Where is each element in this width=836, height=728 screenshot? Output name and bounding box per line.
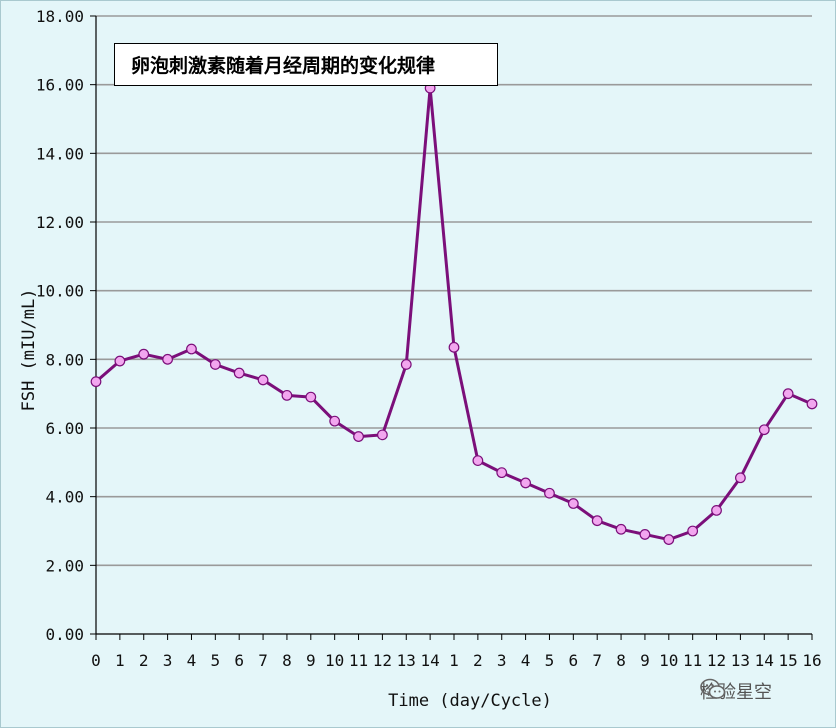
data-point [663,534,675,545]
y-tick-label: 12.00 [36,213,84,232]
data-point [591,515,603,527]
data-point [233,367,245,379]
x-tick-label: 4 [187,651,197,670]
data-point [687,525,699,537]
x-tick-label: 3 [163,651,173,670]
x-tick-label: 5 [545,651,555,670]
x-tick-label: 2 [473,651,483,670]
data-point [281,389,293,401]
x-tick-labels: 0 1 2 3 4 5 6 7 8 9 10 11 12 13 14 1 2 3 4 5 6 7 8 9 10 11 12 13 14 1… [91,651,821,670]
data-point [758,424,770,436]
data-point [544,487,555,499]
x-tick-label: 2 [139,651,149,670]
y-tick-label: 6.00 [45,419,84,438]
data-point [615,523,627,535]
x-tick-label: 14 [755,651,774,670]
data-point [448,341,460,353]
data-point [806,398,818,410]
x-tick-label: 8 [616,651,626,670]
data-point [329,415,341,427]
x-tick-label: 5 [211,651,221,670]
y-tick-label: 10.00 [36,282,84,301]
data-point [114,355,126,367]
data-point [520,477,531,489]
chart-title: 卵泡刺激素随着月经周期的变化规律 [114,43,498,86]
series-line [95,86,813,542]
data-point [735,472,746,484]
data-point [209,359,221,370]
series-layer [90,82,818,545]
y-tick-label: 8.00 [45,350,84,369]
x-tick-label: 6 [569,651,579,670]
x-tick-label: 16 [802,651,821,670]
data-point [400,359,412,370]
x-tick-label: 12 [373,651,392,670]
x-tick-label: 13 [397,651,416,670]
y-axis-title: FSH (mIU/mL) [19,289,39,412]
x-axis-title: Time (day/Cycle) [388,691,552,711]
grid-lines [96,15,812,567]
wechat-icon [700,678,726,699]
y-tick-label: 16.00 [36,76,84,95]
data-point [472,455,484,467]
x-tick-label: 13 [731,651,750,670]
data-point [353,431,364,442]
x-tick-label: 15 [779,651,798,670]
data-point [711,505,722,516]
x-tick-label: 6 [234,651,244,670]
x-tick-label: 7 [258,651,268,670]
x-tick-label: 4 [521,651,531,670]
data-point [305,391,317,403]
y-tick-label: 14.00 [36,144,84,163]
x-tick-label: 7 [592,651,602,670]
x-tick-label: 14 [421,651,440,670]
data-point [186,343,197,355]
y-tick-label: 2.00 [45,556,84,575]
x-tick-label: 0 [91,651,101,670]
x-tick-label: 10 [325,651,344,670]
data-point [567,498,579,509]
x-tick-label: 11 [349,651,368,670]
y-tick-labels: 0.00 2.00 4.00 6.00 8.00 10.00 12.00 14.00 16.00… [36,7,84,644]
data-point [162,353,174,365]
y-tick-label: 4.00 [45,488,84,507]
x-tick-label: 12 [707,651,726,670]
data-point [377,429,388,441]
data-point [257,374,269,386]
x-tick-label: 9 [640,651,650,670]
x-tick-label: 3 [497,651,507,670]
watermark: 检验星空 [700,678,772,704]
x-tick-label: 10 [659,651,678,670]
x-tick-label: 9 [306,651,316,670]
data-point [138,348,150,360]
data-point [782,388,794,400]
data-point [639,529,651,540]
x-tick-label: 1 [115,651,125,670]
x-tick-label: 1 [449,651,459,670]
axes [90,15,813,640]
x-tick-label: 11 [683,651,702,670]
y-tick-label: 0.00 [45,625,84,644]
y-tick-label: 18.00 [36,7,84,26]
data-point [496,467,508,479]
data-point [90,376,102,388]
x-tick-label: 8 [282,651,292,670]
